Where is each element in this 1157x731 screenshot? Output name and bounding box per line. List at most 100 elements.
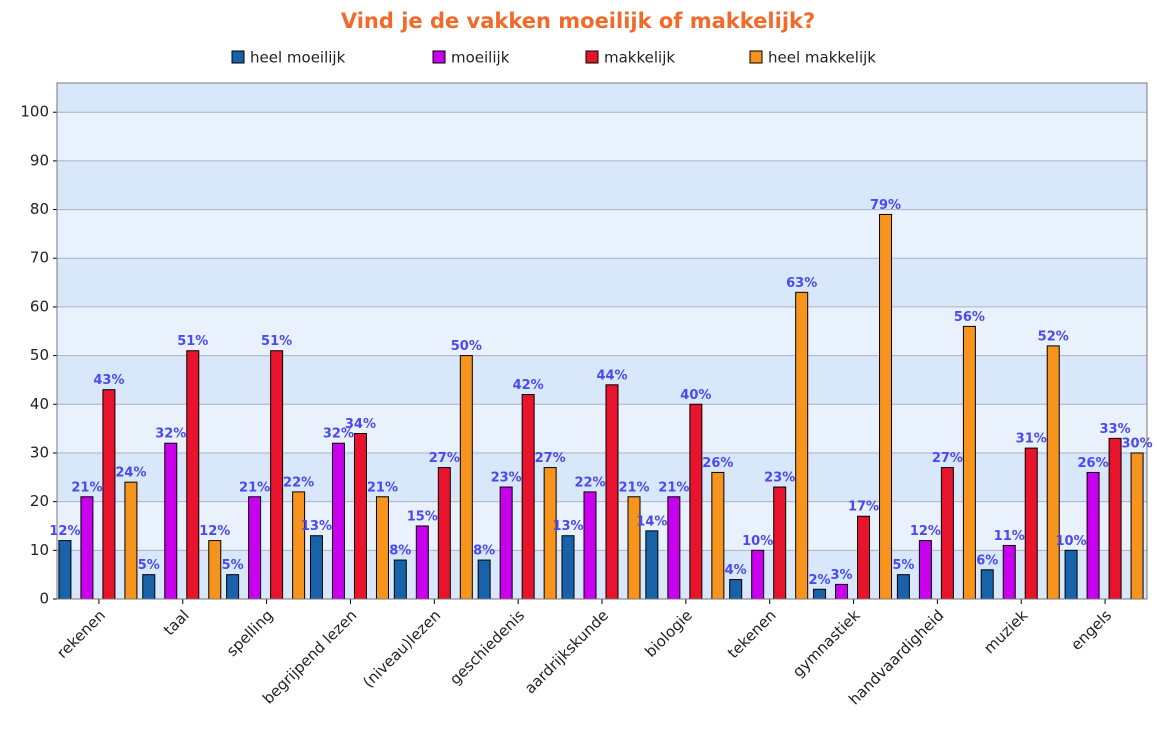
value-label: 32%: [155, 427, 186, 442]
background-stripe: [57, 83, 1147, 113]
bar: [627, 496, 641, 600]
x-tick-label: begrijpend lezen: [259, 606, 360, 707]
value-label: 42%: [513, 378, 544, 393]
bar: [667, 496, 681, 600]
y-tick-label: 0: [39, 590, 49, 608]
plot-border: [56, 82, 1148, 600]
value-label: 51%: [261, 334, 292, 349]
chart-title: Vind je de vakken moeilijk of makkelijk?: [341, 9, 815, 33]
value-label: 6%: [976, 553, 998, 568]
bar: [1086, 471, 1100, 600]
value-label: 50%: [451, 339, 482, 354]
y-tick-label: 40: [30, 395, 49, 413]
value-label: 24%: [115, 466, 146, 481]
value-label: 5%: [222, 558, 244, 573]
value-label: 44%: [596, 368, 627, 383]
x-tick-label: aardrijkskunde: [521, 606, 612, 697]
value-label: 13%: [301, 519, 332, 534]
bar: [561, 535, 575, 600]
value-label: 33%: [1100, 422, 1131, 437]
bar: [208, 540, 222, 600]
bar: [1108, 437, 1122, 600]
value-label: 5%: [892, 558, 914, 573]
bar: [1002, 544, 1016, 600]
x-tick-label: muziek: [980, 606, 1031, 657]
value-label: 11%: [994, 529, 1025, 544]
value-label: 10%: [1056, 534, 1087, 549]
bar: [331, 442, 345, 600]
value-label: 4%: [725, 563, 747, 578]
value-label: 40%: [680, 388, 711, 403]
value-label: 32%: [323, 427, 354, 442]
value-label: 5%: [138, 558, 160, 573]
y-tick-label: 30: [30, 443, 49, 461]
value-label: 17%: [848, 500, 879, 515]
legend-swatch: [749, 50, 763, 64]
value-label: 10%: [742, 534, 773, 549]
bar: [857, 515, 871, 600]
bar: [521, 394, 535, 600]
y-tick-label: 80: [30, 200, 49, 218]
legend-label: moeilijk: [451, 49, 510, 67]
bar: [477, 559, 491, 600]
value-label: 34%: [345, 417, 376, 432]
bar: [499, 486, 513, 600]
bar: [879, 213, 893, 600]
value-label: 22%: [574, 475, 605, 490]
bar: [605, 384, 619, 600]
value-label: 43%: [93, 373, 124, 388]
value-label: 2%: [808, 573, 830, 588]
bar: [729, 579, 743, 600]
x-tick-label: geschiedenis: [446, 606, 528, 688]
bar: [835, 583, 849, 600]
value-label: 27%: [535, 451, 566, 466]
bar: [896, 574, 910, 600]
legend-swatch: [231, 50, 245, 64]
value-label: 31%: [1016, 432, 1047, 447]
x-tick-label: spelling: [223, 606, 277, 660]
x-tick-label: taal: [160, 606, 193, 639]
value-label: 27%: [932, 451, 963, 466]
x-tick-label: tekenen: [724, 606, 780, 662]
bar: [583, 491, 597, 600]
bar: [1064, 549, 1078, 600]
value-label: 56%: [954, 310, 985, 325]
bar: [164, 442, 178, 600]
bar: [940, 467, 954, 600]
bar: [58, 540, 72, 600]
value-label: 13%: [552, 519, 583, 534]
legend-label: makkelijk: [604, 49, 675, 67]
x-tick-label: engels: [1067, 606, 1115, 654]
background-stripe: [57, 209, 1147, 259]
value-label: 23%: [491, 471, 522, 486]
bar: [1046, 345, 1060, 600]
value-label: 79%: [870, 198, 901, 213]
bar: [751, 549, 765, 600]
value-label: 14%: [636, 514, 667, 529]
y-tick-label: 10: [30, 541, 49, 559]
bar: [645, 530, 659, 600]
value-label: 3%: [830, 568, 852, 583]
value-label: 12%: [199, 524, 230, 539]
y-tick-label: 70: [30, 249, 49, 267]
value-label: 15%: [407, 509, 438, 524]
background-stripe: [57, 112, 1147, 161]
bar: [248, 496, 262, 600]
value-label: 8%: [389, 544, 411, 559]
legend-label: heel moeilijk: [250, 49, 346, 67]
bar: [102, 389, 116, 600]
bar: [393, 559, 407, 600]
value-label: 8%: [473, 544, 495, 559]
bar: [689, 403, 703, 600]
y-tick-label: 100: [20, 103, 49, 121]
legend-swatch: [585, 50, 599, 64]
bar: [1024, 447, 1038, 600]
value-label: 52%: [1038, 329, 1069, 344]
y-tick-label: 90: [30, 151, 49, 169]
background-stripe: [57, 258, 1147, 307]
value-label: 26%: [1078, 456, 1109, 471]
background-stripe: [57, 160, 1147, 210]
value-label: 21%: [239, 480, 270, 495]
value-label: 27%: [429, 451, 460, 466]
bar: [711, 471, 725, 600]
